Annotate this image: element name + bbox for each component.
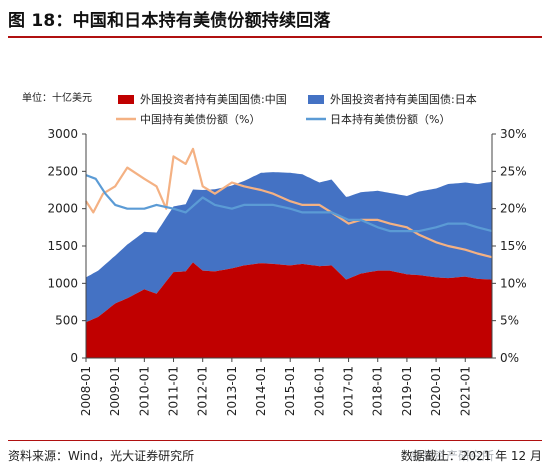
- y-left-tick-label: 2500: [47, 164, 78, 178]
- china-share-line: [85, 147, 493, 259]
- y-right-tick-label: 0%: [500, 351, 519, 365]
- x-tick-label: 2009-01: [108, 366, 122, 416]
- unit-label: 单位：十亿美元: [22, 91, 92, 104]
- y-left-tick-label: 1000: [47, 276, 78, 290]
- y-right-tick-label: 10%: [500, 276, 527, 290]
- y-right-tick-label: 30%: [500, 127, 527, 141]
- legend-swatch: [118, 95, 134, 104]
- legend-label: 中国持有美债份额（%）: [140, 112, 260, 126]
- x-tick-label: 2013-01: [225, 366, 239, 416]
- y-right-tick-label: 5%: [500, 314, 519, 328]
- y-left-tick-label: 500: [55, 314, 78, 328]
- x-tick-label: 2019-01: [400, 366, 414, 416]
- footer-rule: [8, 440, 542, 441]
- plot-area: [85, 147, 493, 358]
- x-tick-label: 2014-01: [254, 366, 268, 416]
- figure-title: 图 18：中国和日本持有美债份额持续回落: [8, 11, 331, 31]
- x-tick-label: 2017-01: [342, 366, 356, 416]
- x-tick-label: 2011-01: [167, 366, 181, 416]
- x-tick-label: 2008-01: [79, 366, 93, 416]
- legend-swatch: [308, 95, 324, 104]
- source-note: 资料来源：Wind，光大证券研究所: [8, 449, 195, 463]
- axes: 0 500 1000 1500 2000 2500 3000 0% 5% 10% 15% 20% 25%…: [47, 127, 526, 416]
- x-tick-label: 2016-01: [312, 366, 326, 416]
- x-tick-label: 2015-01: [283, 366, 297, 416]
- x-tick-label: 2018-01: [371, 366, 385, 416]
- watermark-text: 高瓴资产研究所: [410, 449, 495, 463]
- y-right-tick-label: 20%: [500, 202, 527, 216]
- y-left-tick-label: 2000: [47, 202, 78, 216]
- japan-share-line: [85, 174, 493, 233]
- y-left-tick-label: 3000: [47, 127, 78, 141]
- y-left-tick-label: 1500: [47, 239, 78, 253]
- y-left-tick-label: 0: [70, 351, 78, 365]
- china-holdings-area: [86, 262, 492, 358]
- legend-label: 外国投资者持有美国国债:中国: [140, 92, 287, 106]
- y-right-tick-label: 15%: [500, 239, 527, 253]
- x-tick-label: 2012-01: [196, 366, 210, 416]
- data-date: 数据截止：2021 年 12 月: [400, 449, 542, 463]
- x-tick-label: 2010-01: [137, 366, 151, 416]
- legend-label: 日本持有美债份额（%）: [330, 112, 450, 126]
- x-tick-label: 2021-01: [458, 366, 472, 416]
- legend-label: 外国投资者持有美国国债:日本: [330, 92, 477, 106]
- title-rule: [8, 36, 542, 38]
- y-right-tick-label: 25%: [500, 164, 527, 178]
- x-tick-label: 2020-01: [429, 366, 443, 416]
